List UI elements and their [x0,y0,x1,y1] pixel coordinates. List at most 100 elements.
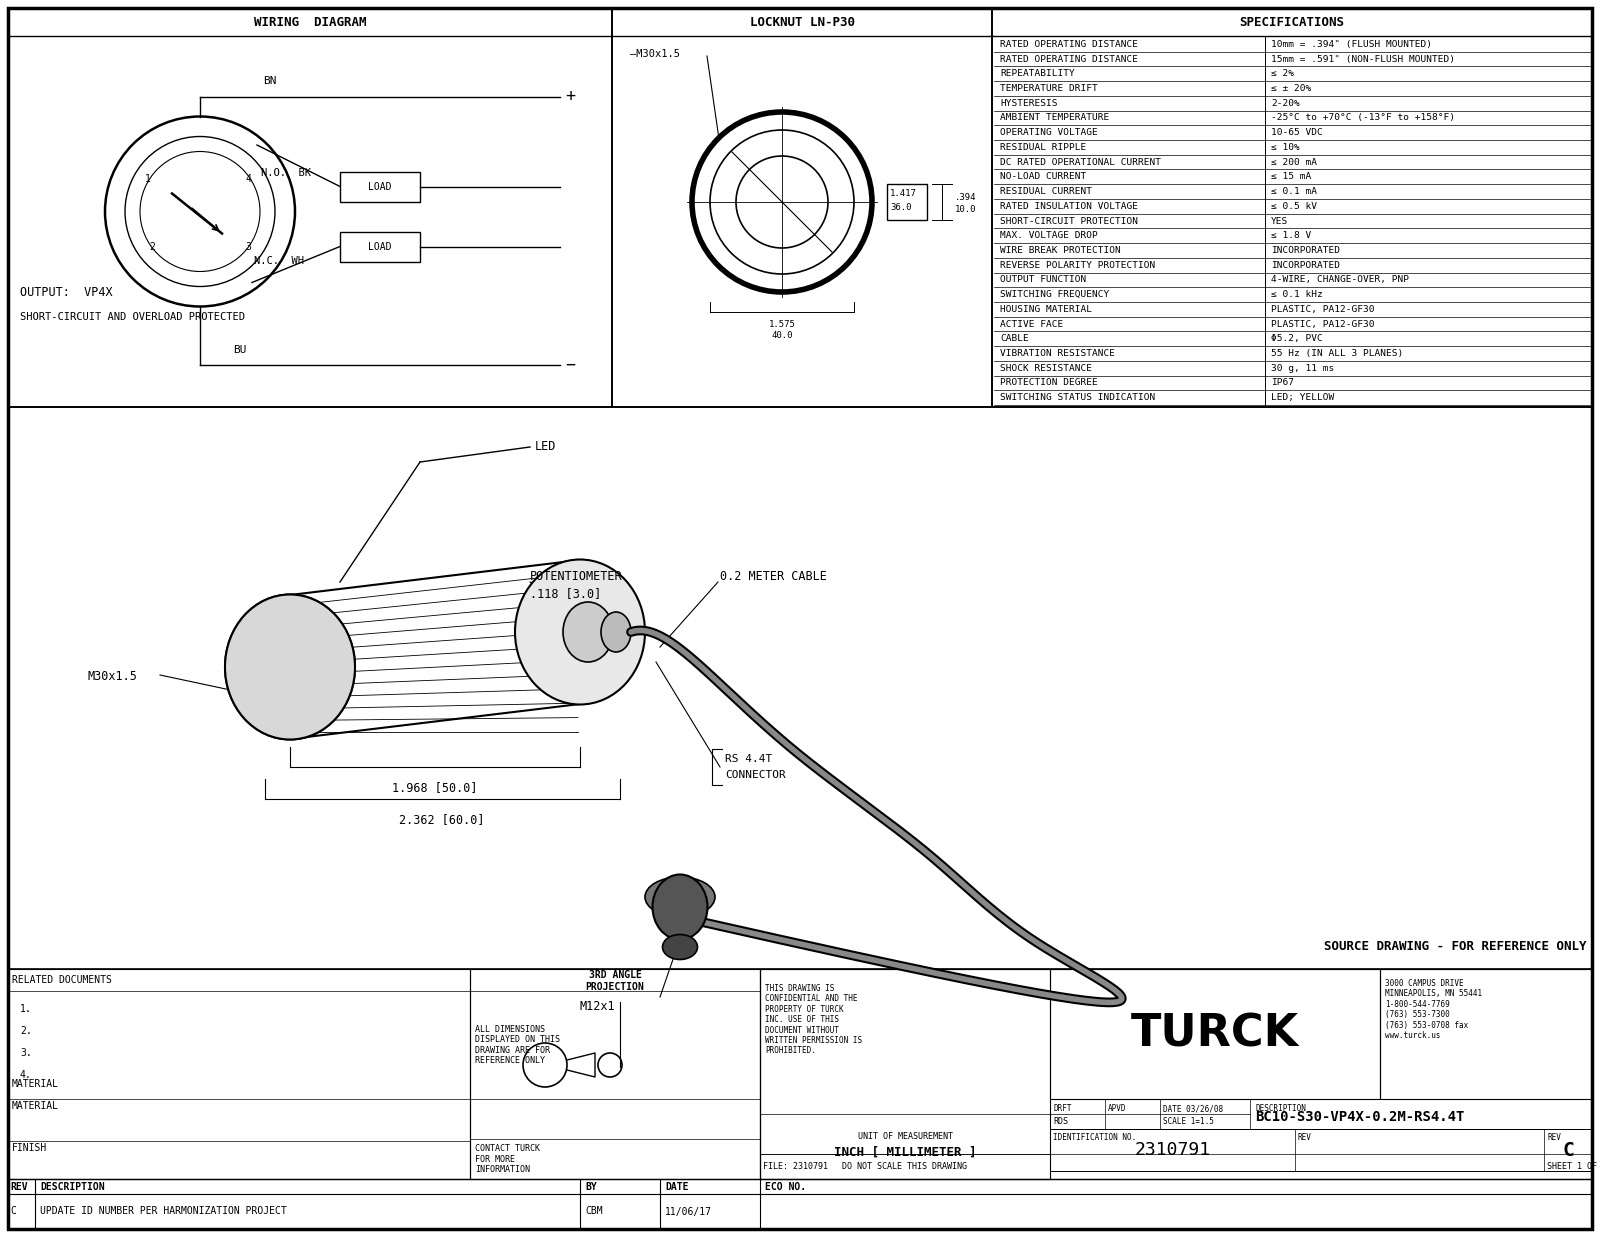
Ellipse shape [653,875,707,939]
Text: RATED OPERATING DISTANCE: RATED OPERATING DISTANCE [1000,40,1138,48]
Text: LOAD: LOAD [368,182,392,192]
Bar [8,969,470,1179]
Text: LOAD: LOAD [368,241,392,251]
Text: REPEATABILITY: REPEATABILITY [1000,69,1075,78]
Text: SCALE 1=1.5: SCALE 1=1.5 [1163,1117,1214,1126]
Bar [339,231,419,261]
Text: POTENTIOMETER: POTENTIOMETER [530,570,622,584]
Bar [8,7,611,407]
Text: .394: .394 [955,193,976,202]
Text: 0.2 METER CABLE: 0.2 METER CABLE [720,570,827,584]
Text: 4-WIRE, CHANGE-OVER, PNP: 4-WIRE, CHANGE-OVER, PNP [1270,276,1410,285]
Text: 10.0: 10.0 [955,205,976,214]
Text: UNIT OF MEASUREMENT: UNIT OF MEASUREMENT [858,1132,952,1141]
Text: TURCK: TURCK [1131,1013,1299,1055]
Text: MATERIAL: MATERIAL [13,1101,59,1111]
Text: DC RATED OPERATIONAL CURRENT: DC RATED OPERATIONAL CURRENT [1000,157,1162,167]
Text: 3000 CAMPUS DRIVE
MINNEAPOLIS, MN 55441
1-800-544-7769
(763) 553-7300
(763) 553-: 3000 CAMPUS DRIVE MINNEAPOLIS, MN 55441 … [1386,978,1482,1040]
Text: ≤ 200 mA: ≤ 200 mA [1270,157,1317,167]
Bar [8,407,1592,969]
Bar [1050,1129,1592,1171]
Text: RS 4.4T: RS 4.4T [725,755,773,764]
Text: ≤ 1.8 V: ≤ 1.8 V [1270,231,1312,240]
Text: ≤ 0.1 kHz: ≤ 0.1 kHz [1270,291,1323,299]
Text: SPECIFICATIONS: SPECIFICATIONS [1240,16,1344,28]
Text: MATERIAL: MATERIAL [13,1079,59,1089]
Bar [339,172,419,202]
Bar [470,969,760,1179]
Bar [8,1179,1592,1230]
Text: BY: BY [586,1181,597,1191]
Bar [886,184,926,220]
Text: TEMPERATURE DRIFT: TEMPERATURE DRIFT [1000,84,1098,93]
Text: −: − [565,356,574,374]
Text: AMBIENT TEMPERATURE: AMBIENT TEMPERATURE [1000,114,1109,122]
Text: BC10-S30-VP4X-0.2M-RS4.4T: BC10-S30-VP4X-0.2M-RS4.4T [1254,1110,1464,1124]
Text: SHORT-CIRCUIT AND OVERLOAD PROTECTED: SHORT-CIRCUIT AND OVERLOAD PROTECTED [19,312,245,322]
Text: RESIDUAL RIPPLE: RESIDUAL RIPPLE [1000,143,1086,152]
Text: SHORT-CIRCUIT PROTECTION: SHORT-CIRCUIT PROTECTION [1000,216,1138,225]
Text: CBM: CBM [586,1206,603,1216]
Text: ECO NO.: ECO NO. [765,1181,806,1191]
Text: 2.: 2. [19,1025,32,1037]
Bar [1050,969,1379,1098]
Text: LED; YELLOW: LED; YELLOW [1270,393,1334,402]
Text: 4.: 4. [19,1070,32,1080]
Text: 11/06/17: 11/06/17 [666,1206,712,1216]
Text: 40.0: 40.0 [771,332,792,340]
Text: INCH [ MILLIMETER ]: INCH [ MILLIMETER ] [834,1145,976,1159]
Text: INCORPORATED: INCORPORATED [1270,246,1341,255]
Text: 10-65 VDC: 10-65 VDC [1270,129,1323,137]
Text: 1.: 1. [19,1004,32,1014]
Text: MAX. VOLTAGE DROP: MAX. VOLTAGE DROP [1000,231,1098,240]
Text: PROTECTION DEGREE: PROTECTION DEGREE [1000,379,1098,387]
Text: -25°C to +70°C (-13°F to +158°F): -25°C to +70°C (-13°F to +158°F) [1270,114,1454,122]
Text: ALL DIMENSIONS
DISPLAYED ON THIS
DRAWING ARE FOR
REFERENCE ONLY: ALL DIMENSIONS DISPLAYED ON THIS DRAWING… [475,1025,560,1065]
Text: SWITCHING STATUS INDICATION: SWITCHING STATUS INDICATION [1000,393,1155,402]
Text: 2310791: 2310791 [1134,1141,1211,1159]
Text: APVD: APVD [1107,1103,1126,1113]
Text: ACTIVE FACE: ACTIVE FACE [1000,319,1064,329]
Text: NO-LOAD CURRENT: NO-LOAD CURRENT [1000,172,1086,182]
Text: DESCRIPTION: DESCRIPTION [1254,1103,1306,1113]
Text: 55 Hz (IN ALL 3 PLANES): 55 Hz (IN ALL 3 PLANES) [1270,349,1403,357]
Ellipse shape [515,559,645,705]
Bar [760,969,1050,1179]
Text: BN: BN [264,77,277,87]
Text: C: C [1562,1141,1574,1159]
Text: FILE: 2310791: FILE: 2310791 [763,1162,829,1171]
Text: N.C.  WH: N.C. WH [254,256,304,266]
Text: HOUSING MATERIAL: HOUSING MATERIAL [1000,304,1091,314]
Text: DRFT: DRFT [1053,1103,1072,1113]
Ellipse shape [226,595,355,740]
Bar [760,969,1592,1179]
Text: UPDATE ID NUMBER PER HARMONIZATION PROJECT: UPDATE ID NUMBER PER HARMONIZATION PROJE… [40,1206,286,1216]
Text: INCORPORATED: INCORPORATED [1270,261,1341,270]
Text: PLASTIC, PA12-GF30: PLASTIC, PA12-GF30 [1270,304,1374,314]
Text: DATE: DATE [666,1181,688,1191]
Text: 15mm = .591" (NON-FLUSH MOUNTED): 15mm = .591" (NON-FLUSH MOUNTED) [1270,54,1454,63]
Text: +: + [565,88,574,105]
Text: —M30x1.5: —M30x1.5 [630,49,680,59]
Text: 2.362 [60.0]: 2.362 [60.0] [400,813,485,826]
Text: 3: 3 [245,241,251,251]
Text: REV: REV [1298,1133,1312,1142]
Text: 30 g, 11 ms: 30 g, 11 ms [1270,364,1334,372]
Text: LED: LED [534,440,557,454]
Text: 3RD ANGLE: 3RD ANGLE [589,970,642,980]
Text: REV: REV [1547,1133,1562,1142]
Text: FINISH: FINISH [13,1143,48,1153]
Bar [1379,969,1592,1098]
Text: ≤ ± 20%: ≤ ± 20% [1270,84,1312,93]
Text: OPERATING VOLTAGE: OPERATING VOLTAGE [1000,129,1098,137]
Text: 36.0: 36.0 [890,204,912,213]
Text: SWITCHING FREQUENCY: SWITCHING FREQUENCY [1000,291,1109,299]
Text: IP67: IP67 [1270,379,1294,387]
Bar [611,7,992,407]
Text: RATED OPERATING DISTANCE: RATED OPERATING DISTANCE [1000,54,1138,63]
Text: 4: 4 [245,174,251,184]
Text: YES: YES [1270,216,1288,225]
Ellipse shape [226,595,355,740]
Text: ≤ 10%: ≤ 10% [1270,143,1299,152]
Text: RATED INSULATION VOLTAGE: RATED INSULATION VOLTAGE [1000,202,1138,210]
